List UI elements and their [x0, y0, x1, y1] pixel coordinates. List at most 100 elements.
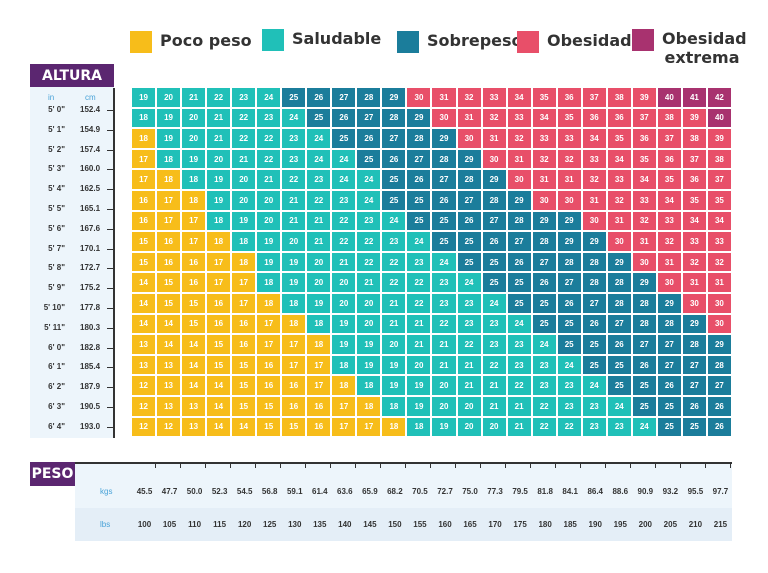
bmi-cell: 29 [707, 335, 731, 354]
bmi-cell: 24 [507, 314, 531, 334]
weight-tick [354, 463, 356, 468]
bmi-cell: 29 [532, 211, 556, 231]
weight-tick [705, 463, 707, 468]
bmi-cell: 20 [432, 397, 456, 416]
height-in-label: 5' 10" [43, 303, 65, 312]
bmi-cell: 18 [307, 335, 331, 354]
bmi-cell: 22 [332, 232, 356, 251]
weight-tick [580, 463, 582, 468]
bmi-cell: 14 [182, 376, 206, 395]
bmi-cell: 28 [407, 129, 431, 148]
height-cm-label: 170.1 [80, 243, 101, 253]
bmi-cell: 20 [382, 335, 406, 354]
bmi-cell: 19 [382, 355, 406, 375]
bmi-cell: 36 [607, 108, 631, 128]
bmi-cell: 25 [682, 417, 706, 437]
height-tick [107, 426, 113, 428]
height-in-label: 6' 0" [48, 342, 65, 352]
bmi-cell: 35 [632, 149, 656, 169]
height-tick [107, 149, 113, 151]
bmi-cell: 19 [432, 417, 456, 437]
weight-lb-label: 185 [563, 520, 577, 529]
height-axis-title: ALTURA [30, 64, 114, 88]
bmi-cell: 23 [282, 149, 306, 169]
height-in-label: 6' 4" [48, 421, 65, 431]
height-in-label: 5' 2" [48, 144, 65, 154]
bmi-cell: 26 [657, 376, 681, 395]
bmi-cell: 24 [307, 149, 331, 169]
weight-lb-label: 125 [263, 520, 277, 529]
bmi-cell: 22 [407, 273, 431, 292]
bmi-cell: 17 [282, 355, 306, 375]
bmi-cell: 30 [507, 170, 531, 189]
bmi-cell: 26 [557, 294, 581, 313]
bmi-cell: 17 [257, 335, 281, 354]
bmi-cell: 23 [582, 397, 606, 416]
bmi-cell: 18 [132, 129, 156, 148]
bmi-cell: 25 [507, 273, 531, 292]
bmi-cell: 37 [707, 170, 731, 189]
weight-tick [154, 463, 156, 468]
unit-kg-label: kgs [100, 487, 113, 496]
bmi-cell: 21 [432, 335, 456, 354]
bmi-cell: 15 [232, 376, 256, 395]
bmi-cell: 27 [557, 273, 581, 292]
bmi-cell: 13 [182, 397, 206, 416]
height-axis-line [113, 88, 115, 438]
bmi-cell: 17 [232, 273, 256, 292]
bmi-cell: 16 [132, 211, 156, 231]
bmi-cell: 35 [557, 108, 581, 128]
bmi-cell: 12 [132, 376, 156, 395]
weight-tick [379, 463, 381, 468]
bmi-cell: 23 [507, 335, 531, 354]
bmi-cell: 14 [232, 417, 256, 437]
bmi-cell: 15 [232, 355, 256, 375]
bmi-cell: 14 [207, 417, 231, 437]
legend-item: Saludable [262, 29, 381, 51]
weight-tick [555, 463, 557, 468]
bmi-cell: 21 [182, 88, 206, 107]
bmi-cell: 21 [432, 355, 456, 375]
weight-tick [254, 463, 256, 468]
bmi-cell: 19 [382, 376, 406, 395]
bmi-cell: 16 [207, 294, 231, 313]
bmi-cell: 30 [582, 211, 606, 231]
height-in-label: 6' 1" [48, 362, 65, 372]
bmi-cell: 18 [232, 232, 256, 251]
bmi-cell: 23 [607, 417, 631, 437]
bmi-cell: 29 [657, 294, 681, 313]
weight-tick [680, 463, 682, 468]
weight-kg-label: 97.7 [712, 487, 729, 496]
bmi-cell: 25 [607, 355, 631, 375]
bmi-cell: 15 [207, 355, 231, 375]
bmi-cell: 22 [532, 397, 556, 416]
bmi-cell: 25 [557, 314, 581, 334]
bmi-cell: 26 [582, 314, 606, 334]
weight-lb-label: 190 [588, 520, 602, 529]
bmi-cell: 27 [432, 170, 456, 189]
bmi-cell: 34 [507, 88, 531, 107]
weight-axis-line [75, 462, 732, 464]
bmi-cell: 33 [632, 191, 656, 210]
bmi-cell: 36 [682, 170, 706, 189]
height-tick [107, 228, 113, 230]
bmi-cell: 21 [307, 232, 331, 251]
weight-tick [655, 463, 657, 468]
weight-axis-title: PESO [30, 462, 75, 486]
bmi-cell: 18 [382, 417, 406, 437]
bmi-cell: 15 [132, 252, 156, 272]
height-in-label: 5' 3" [48, 164, 65, 174]
bmi-cell: 15 [257, 417, 281, 437]
bmi-cell: 20 [232, 191, 256, 210]
legend-item: Poco peso [130, 31, 252, 53]
bmi-cell: 16 [182, 252, 206, 272]
bmi-cell: 30 [557, 191, 581, 210]
bmi-cell: 21 [507, 417, 531, 437]
weight-kg-label: 52.3 [211, 487, 228, 496]
bmi-cell: 28 [657, 314, 681, 334]
bmi-cell: 25 [407, 191, 431, 210]
bmi-cell: 34 [582, 129, 606, 148]
bmi-cell: 30 [632, 252, 656, 272]
bmi-cell: 25 [457, 252, 481, 272]
bmi-cell: 34 [607, 149, 631, 169]
